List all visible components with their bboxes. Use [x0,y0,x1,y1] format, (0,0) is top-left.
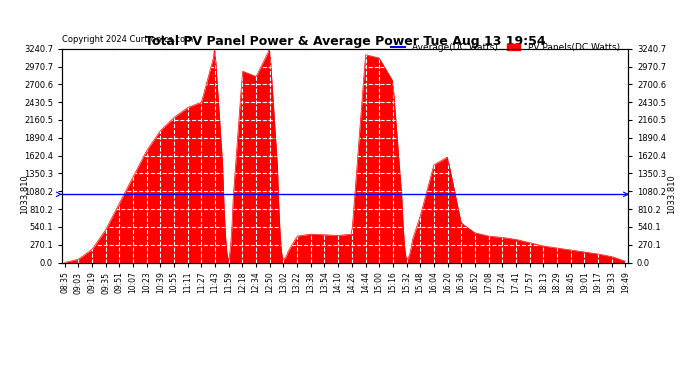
Legend: Average(DC Watts), PV Panels(DC Watts): Average(DC Watts), PV Panels(DC Watts) [388,39,623,56]
Title: Total PV Panel Power & Average Power Tue Aug 13 19:54: Total PV Panel Power & Average Power Tue… [145,34,545,48]
Text: 1033.810: 1033.810 [667,174,676,214]
Text: 1033.810: 1033.810 [21,174,30,214]
Text: Copyright 2024 Curtronics.com: Copyright 2024 Curtronics.com [62,36,193,45]
